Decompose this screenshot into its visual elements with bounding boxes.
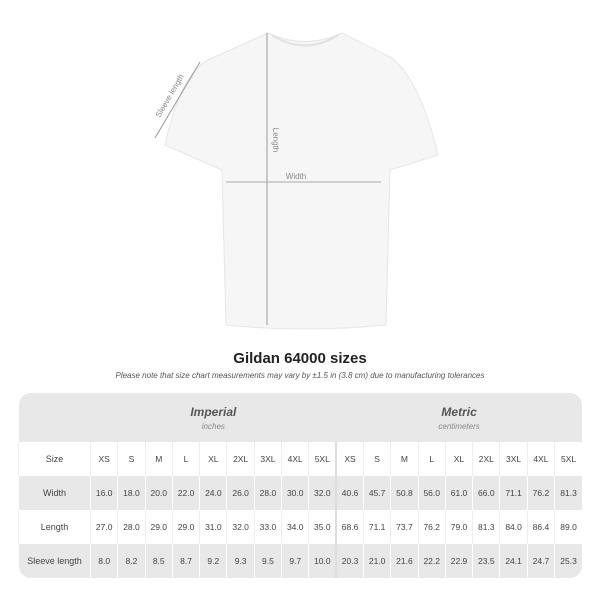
table-cell: XS [89,442,118,476]
table-cell: 76.2 [417,510,446,544]
table-cell: L [171,442,200,476]
table-cell: M [390,442,419,476]
table-cell: 9.7 [281,544,309,578]
sleeve-line [154,61,201,139]
tshirt-diagram: Width Length Sleeve length [154,32,439,330]
table-cell: 4XL [281,442,309,476]
imperial-header: Imperial inches [90,393,337,442]
table-cell: 22.9 [444,544,473,578]
table-cell: 4XL [526,442,555,476]
table-cell: 28.0 [253,476,282,510]
table-cell: 22.0 [171,476,200,510]
table-cell: 89.0 [554,510,582,544]
table-cell: L [417,442,446,476]
table-cell: 26.0 [226,476,255,510]
table-cell: 8.5 [144,544,173,578]
table-cell: 8.0 [89,544,118,578]
table-cell: 24.1 [499,544,528,578]
unit-header-row: Imperial inches Metric centimeters [18,393,582,442]
table-cell: 2XL [226,442,255,476]
table-cell: 34.0 [281,510,309,544]
table-row: Width 16.0 18.0 20.0 22.0 24.0 26.0 28.0 30.0 32.… [18,476,582,510]
table-cell: 27.0 [89,510,118,544]
table-cell: 5XL [308,442,337,476]
table-row: Sleeve length 8.0 8.2 8.5 8.7 9.2 9.3 9.5 9.7 10.… [18,544,582,578]
table-cell: 9.3 [226,544,255,578]
table-cell: 76.2 [526,476,555,510]
size-row: Size XS S M L XL 2XL 3XL 4XL 5XL XS S M L XL 2XL 3XL 4XL 5… [18,442,582,476]
table-cell: S [362,442,391,476]
length-label: Length [271,128,280,152]
table-cell: 56.0 [417,476,446,510]
table-cell: 21.6 [390,544,419,578]
table-cell: 3XL [499,442,528,476]
chart-title: Gildan 64000 sizes [233,350,367,367]
table-cell: 45.7 [362,476,391,510]
table-cell: 25.3 [554,544,582,578]
table-cell: 32.0 [226,510,255,544]
table-cell: 29.0 [171,510,200,544]
table-cell: S [117,442,146,476]
table-cell: 32.0 [308,476,337,510]
table-cell: 79.0 [444,510,473,544]
table-cell: 61.0 [444,476,473,510]
table-cell: 30.0 [281,476,309,510]
table-cell: 86.4 [526,510,555,544]
width-label: Width [286,172,306,181]
tshirt-shape [164,32,439,330]
metric-header: Metric centimeters [336,393,582,442]
table-cell: 35.0 [308,510,337,544]
table-cell: 40.6 [335,476,364,510]
table-cell: 81.3 [554,476,582,510]
table-cell: 10.0 [308,544,337,578]
row-label: Size [18,442,91,476]
table-cell: 8.7 [171,544,200,578]
table-cell: 9.2 [199,544,227,578]
table-row: Length 27.0 28.0 29.0 29.0 31.0 32.0 33.0 34.0 35… [18,510,582,544]
table-cell: 2XL [472,442,500,476]
table-cell: 18.0 [117,476,146,510]
table-cell: 20.3 [335,544,364,578]
table-cell: 68.6 [335,510,364,544]
table-cell: 28.0 [117,510,146,544]
table-cell: 22.2 [417,544,446,578]
table-cell: 33.0 [253,510,282,544]
table-cell: 5XL [554,442,582,476]
table-cell: XL [199,442,227,476]
table-cell: 20.0 [144,476,173,510]
table-cell: 73.7 [390,510,419,544]
size-table: Imperial inches Metric centimeters Size XS S… [18,393,582,578]
table-cell: 16.0 [89,476,118,510]
table-cell: 24.7 [526,544,555,578]
table-cell: 31.0 [199,510,227,544]
table-cell: 71.1 [499,476,528,510]
row-label: Length [18,510,91,544]
row-label: Width [18,476,91,510]
row-label: Sleeve length [18,544,91,578]
table-cell: 8.2 [117,544,146,578]
table-cell: 9.5 [253,544,282,578]
table-cell: 84.0 [499,510,528,544]
table-cell: 29.0 [144,510,173,544]
table-cell: 66.0 [472,476,500,510]
table-cell: 71.1 [362,510,391,544]
table-cell: 3XL [253,442,282,476]
table-cell: 24.0 [199,476,227,510]
table-cell: M [144,442,173,476]
table-cell: XL [444,442,473,476]
table-cell: XS [335,442,364,476]
table-cell: 81.3 [472,510,500,544]
tolerance-note: Please note that size chart measurements… [115,371,485,380]
table-cell: 21.0 [362,544,391,578]
table-cell: 23.5 [472,544,500,578]
table-cell: 50.8 [390,476,419,510]
